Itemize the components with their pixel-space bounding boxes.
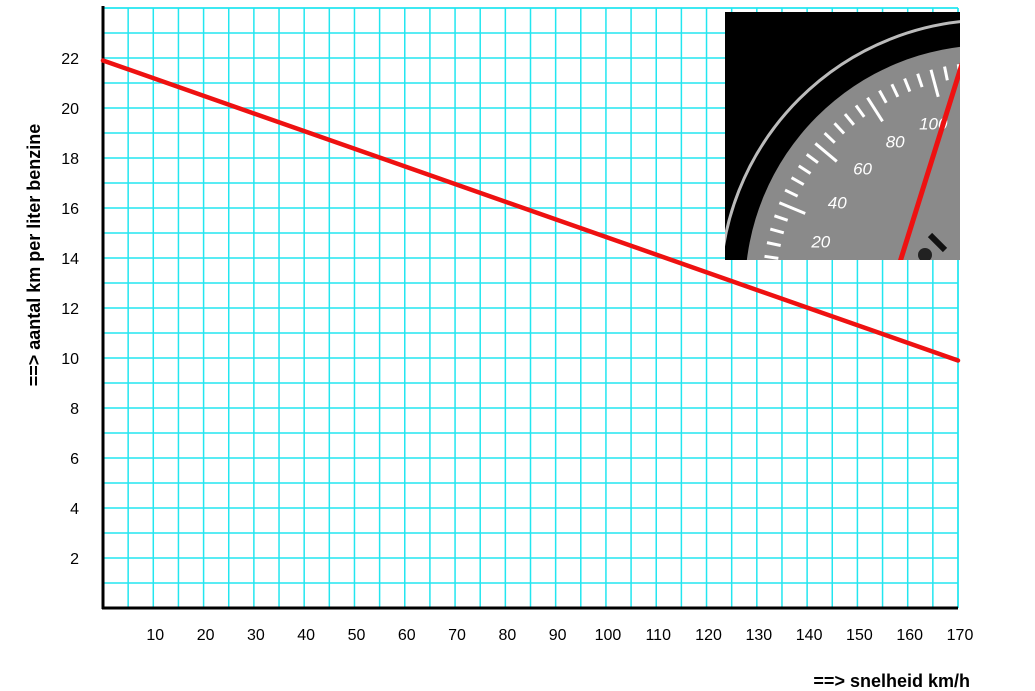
y-tick-label: 16 bbox=[61, 201, 79, 218]
x-tick-label: 80 bbox=[498, 627, 516, 644]
dial-tick bbox=[773, 214, 789, 222]
y-tick-label: 22 bbox=[61, 51, 79, 68]
dial-tick bbox=[999, 62, 1000, 90]
dial-tick bbox=[929, 69, 940, 98]
dial-number: 60 bbox=[853, 160, 872, 179]
x-tick-label: 170 bbox=[947, 627, 974, 644]
x-tick-label: 140 bbox=[796, 627, 823, 644]
y-tick-label: 4 bbox=[70, 501, 79, 518]
series-line-0 bbox=[100, 58, 961, 363]
grid bbox=[103, 7, 959, 608]
x-tick-label: 30 bbox=[247, 627, 265, 644]
dial-tick bbox=[833, 122, 846, 135]
x-tick-label: 50 bbox=[348, 627, 366, 644]
dial-number: 20 bbox=[810, 232, 830, 251]
dial-tick bbox=[916, 73, 924, 88]
dial-tick bbox=[784, 188, 799, 198]
x-tick-label: 110 bbox=[645, 627, 671, 644]
series-layer bbox=[100, 58, 961, 363]
axes bbox=[101, 6, 958, 610]
x-tick-label: 100 bbox=[595, 627, 622, 644]
dial-tick bbox=[890, 83, 900, 98]
dial-tick bbox=[1012, 63, 1013, 77]
y-tick-labels: 2 4 6 8 10 12 14 16 18 20 22 bbox=[61, 51, 79, 568]
y-tick-label: 20 bbox=[61, 101, 79, 118]
y-tick-label: 8 bbox=[70, 401, 79, 418]
dial-tick bbox=[854, 104, 866, 118]
dial-tick bbox=[903, 78, 912, 93]
dial-tick bbox=[769, 227, 785, 235]
x-tick-label: 120 bbox=[695, 627, 722, 644]
dial-tick bbox=[972, 63, 973, 77]
dial-tick bbox=[878, 89, 888, 104]
dial-tick bbox=[805, 153, 819, 164]
x-tick-label: 40 bbox=[297, 627, 315, 644]
dial-tick bbox=[778, 201, 806, 215]
y-tick-label: 12 bbox=[61, 301, 79, 318]
y-axis-title: ==> aantal km per liter benzine bbox=[24, 124, 44, 387]
y-tick-label: 6 bbox=[70, 451, 79, 468]
x-axis-title: ==> snelheid km/h bbox=[813, 671, 970, 691]
x-tick-label: 10 bbox=[146, 627, 164, 644]
dial-tick bbox=[1025, 65, 1027, 79]
dial-tick bbox=[943, 66, 949, 81]
x-tick-label: 60 bbox=[398, 627, 416, 644]
dial-tick bbox=[763, 270, 791, 272]
x-tick-label: 160 bbox=[896, 627, 923, 644]
dial-tick bbox=[814, 142, 838, 163]
y-tick-label: 10 bbox=[61, 351, 79, 368]
dial-number: 140 bbox=[1003, 107, 1032, 126]
dial-tick bbox=[823, 131, 836, 144]
dial-number: 40 bbox=[828, 194, 847, 213]
dial-number: 120 bbox=[960, 106, 989, 125]
y-tick-label: 18 bbox=[61, 151, 79, 168]
speedometer-photo-icon: 20406080100120140160180 bbox=[725, 12, 1032, 272]
x-tick-label: 150 bbox=[846, 627, 873, 644]
dial-number: 80 bbox=[886, 133, 905, 152]
dial-tick bbox=[764, 254, 779, 260]
y-tick-label: 14 bbox=[61, 251, 79, 268]
x-tick-label: 90 bbox=[549, 627, 567, 644]
x-tick-label: 130 bbox=[745, 627, 772, 644]
x-tick-labels: 10 20 30 40 50 60 70 80 90 100 110 120 130 140 150 160 1… bbox=[146, 627, 973, 644]
dial-tick bbox=[843, 113, 856, 126]
dial-tick bbox=[790, 176, 805, 186]
dial-tick bbox=[766, 241, 781, 247]
x-tick-label: 20 bbox=[197, 627, 215, 644]
dial-tick bbox=[866, 96, 884, 123]
x-tick-label: 70 bbox=[448, 627, 466, 644]
dial-tick bbox=[797, 164, 812, 175]
y-tick-label: 2 bbox=[70, 551, 79, 568]
